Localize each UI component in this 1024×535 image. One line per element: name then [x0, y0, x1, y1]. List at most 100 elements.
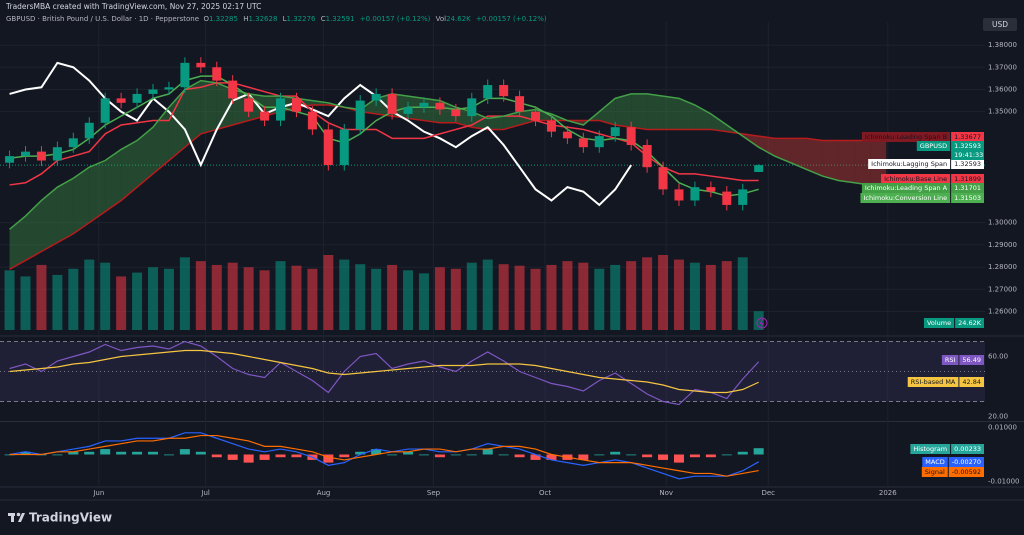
- y-tick-label: 1.30000: [988, 219, 1017, 227]
- volume-bar: [642, 257, 653, 330]
- volume-bar: [36, 264, 47, 330]
- candle-body: [531, 111, 541, 121]
- volume-bar: [721, 261, 732, 330]
- change-value: +0.00157 (+0.12%): [476, 15, 547, 23]
- histogram-bar: [243, 454, 254, 463]
- histogram-bar: [355, 451, 366, 455]
- volume-bar: [4, 270, 15, 330]
- volume-bar: [578, 262, 589, 330]
- cloud-segment: [105, 149, 122, 212]
- volume-bar: [20, 276, 31, 330]
- cloud-segment: [121, 140, 138, 201]
- volume-bar: [387, 264, 398, 330]
- labels-layer: Jun Jul Aug Sep Oct Nov Dec 2026 1.38000 1.37000 1…: [92, 41, 1019, 497]
- series-line: [9, 61, 633, 207]
- logo-part: [16, 512, 21, 517]
- volume-bar: [211, 264, 222, 330]
- price-label-name-box: [922, 457, 948, 467]
- event-icon-bolt[interactable]: [759, 318, 764, 328]
- histogram-bar: [403, 451, 414, 455]
- brand-name: TradingView: [29, 511, 112, 525]
- volume-bar: [498, 264, 509, 330]
- candle-body: [260, 111, 270, 121]
- price-label-value: 1.32593: [954, 160, 981, 168]
- y-tick-label: 1.27000: [988, 285, 1017, 293]
- volume-bar: [132, 272, 143, 330]
- histogram-bar: [753, 448, 764, 455]
- volume-bar: [705, 264, 716, 330]
- cloud-segment: [838, 140, 855, 183]
- price-label-value: -0.00592: [952, 468, 981, 476]
- candle-body: [21, 151, 31, 157]
- cloud-segment: [184, 80, 201, 148]
- candle-body: [658, 167, 668, 190]
- y-tick-label: 60.00: [988, 353, 1008, 361]
- x-tick-label: Aug: [317, 489, 331, 497]
- candle-body: [307, 111, 317, 130]
- cloud-segment: [25, 200, 42, 261]
- candle-body: [116, 98, 126, 103]
- volume-bar: [291, 265, 302, 330]
- candle-body: [690, 187, 700, 201]
- volume-bar: [626, 261, 637, 330]
- price-label-box: [948, 467, 984, 477]
- volume-bar: [418, 273, 429, 330]
- cloud-segment: [854, 140, 871, 185]
- histogram-bar: [578, 454, 589, 460]
- x-tick-label: Oct: [539, 489, 551, 497]
- histogram-bar: [498, 454, 509, 456]
- candle-body: [132, 93, 142, 103]
- price-label-value: 42.84: [962, 378, 981, 386]
- price-label-name: Ichimoku:Conversion Line: [863, 194, 947, 202]
- histogram-bar: [275, 454, 286, 458]
- volume-bar: [753, 311, 764, 330]
- candle-body: [196, 62, 206, 68]
- price-label-name-box: [881, 174, 951, 184]
- histogram-bar: [20, 451, 31, 455]
- histogram-bar: [371, 449, 382, 455]
- y-tick-label: 20.00: [988, 413, 1008, 421]
- event-icon[interactable]: [756, 317, 768, 329]
- candle-body: [706, 187, 716, 192]
- series-line: [9, 434, 759, 477]
- histogram-bar: [466, 454, 477, 456]
- histogram-bar: [291, 454, 302, 458]
- currency[interactable]: USD: [992, 20, 1008, 29]
- candle-body: [244, 98, 254, 112]
- volume-bar: [434, 267, 445, 330]
- volume-bar: [227, 262, 238, 330]
- brand-logo: [8, 512, 25, 522]
- candle-body: [674, 189, 684, 201]
- currency-box[interactable]: [983, 18, 1017, 31]
- cloud-segment: [710, 113, 727, 132]
- histogram-bar: [642, 454, 653, 458]
- candle-body: [180, 62, 190, 88]
- vol-key: Vol: [435, 15, 447, 23]
- price-label-box: [951, 193, 984, 203]
- x-tick-label: Jun: [92, 489, 104, 497]
- histogram-bar: [594, 454, 605, 456]
- ohlc-value: 1.32276: [286, 15, 316, 23]
- price-label-name: Ichimoku:Leading Span B: [865, 133, 947, 141]
- cloud-segment: [57, 178, 74, 243]
- candle-body: [228, 80, 238, 99]
- grid-layer: [0, 22, 985, 487]
- x-tick-label: Jul: [200, 489, 210, 497]
- candle-body: [36, 151, 46, 161]
- price-label-box: [959, 377, 984, 387]
- volume-bar: [163, 268, 174, 330]
- cloud-segment: [153, 107, 169, 174]
- y-tick-label: 1.36000: [988, 85, 1017, 93]
- candle-body: [499, 85, 509, 97]
- ohlc-key: H: [243, 15, 249, 23]
- price-label-name: Ichimoku:Base Line: [884, 175, 947, 183]
- cloud-segment: [822, 140, 839, 181]
- histogram-bar: [68, 451, 79, 455]
- volume-bar: [195, 261, 206, 330]
- x-tick-label: Nov: [659, 489, 673, 497]
- price-label-box: [951, 174, 984, 184]
- logo-part: [11, 513, 14, 522]
- price-label-name: Signal: [925, 468, 945, 476]
- volume-bar: [307, 268, 318, 330]
- candle-body: [164, 87, 174, 90]
